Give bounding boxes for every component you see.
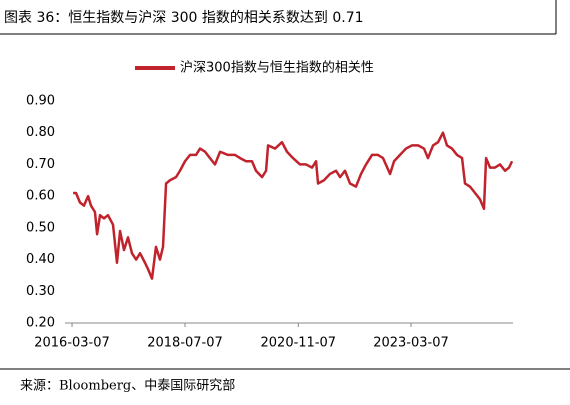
data-line (73, 131, 514, 280)
y-tick-label: 0.80 (26, 125, 55, 140)
y-tick-label: 0.50 (26, 220, 55, 235)
chart-title: 图表 36：恒生指数与沪深 300 指数的相关系数达到 0.71 (4, 10, 364, 26)
y-tick-label: 0.40 (26, 252, 55, 267)
y-tick-label: 0.60 (26, 189, 55, 204)
x-tick-label: 2020-11-07 (261, 336, 337, 351)
x-tick-label: 2016-03-07 (34, 336, 110, 351)
y-tick-label: 0.90 (26, 94, 55, 109)
y-tick-label: 0.30 (26, 284, 55, 299)
source: 来源：Bloomberg、中泰国际研究部 (20, 379, 235, 394)
legend-label: 沪深300指数与恒生指数的相关性 (180, 60, 374, 76)
x-tick-label: 2023-03-07 (373, 336, 449, 351)
y-tick-label: 0.70 (26, 157, 55, 172)
y-tick-label: 0.20 (26, 316, 55, 331)
x-tick-label: 2018-07-07 (147, 336, 223, 351)
